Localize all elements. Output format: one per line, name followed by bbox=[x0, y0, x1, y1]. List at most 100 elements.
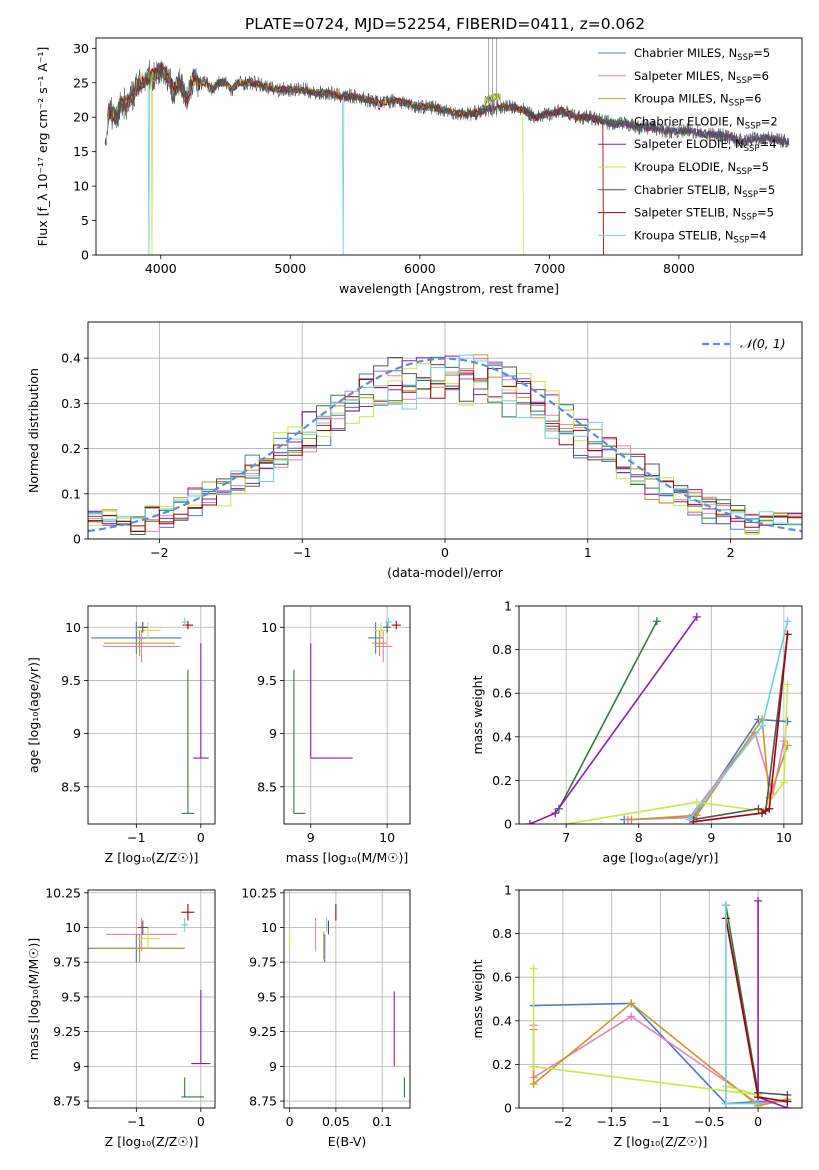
y-tick-label: 9 bbox=[73, 1059, 81, 1074]
weight-line-4 bbox=[529, 616, 698, 824]
x-tick-label: −1.5 bbox=[597, 1114, 627, 1129]
plot-area bbox=[88, 354, 802, 535]
histogram-5 bbox=[88, 363, 802, 535]
legend-nssp-eq: = bbox=[758, 183, 768, 197]
legend-name: Kroupa MILES bbox=[634, 92, 713, 106]
x-tick-label: 0.05 bbox=[322, 1114, 350, 1129]
weight-line-5 bbox=[566, 684, 789, 824]
panel-weight-vs-Z: −2 −1.5 −1 −0.5 0 0 0.2 0.4 0.6 0.8 1 Z [log₁₀(Z/Z☉… bbox=[470, 883, 803, 1149]
y-axis-label: mass weight bbox=[470, 675, 485, 754]
y-tick-label: 10 bbox=[261, 920, 277, 935]
y-tick-label: 20 bbox=[73, 110, 89, 125]
x-axis-label: mass [log₁₀(M/M☉)] bbox=[286, 850, 408, 865]
y-tick-label: 10 bbox=[65, 620, 81, 635]
y-tick-label: 10 bbox=[261, 620, 277, 635]
legend-name: Kroupa ELODIE bbox=[634, 160, 720, 174]
histogram-4 bbox=[88, 355, 802, 527]
y-tick-label: 0.6 bbox=[492, 970, 512, 985]
y-tick-label: 0.4 bbox=[492, 729, 512, 744]
weight-line-7 bbox=[693, 634, 789, 823]
x-tick-label: −1 bbox=[127, 830, 145, 845]
x-tick-label: 8000 bbox=[663, 261, 695, 276]
legend-nssp-label: , N bbox=[726, 183, 742, 197]
x-axis-label: wavelength [Angstrom, rest frame] bbox=[339, 281, 559, 296]
errorbar-point-3 bbox=[181, 1077, 205, 1098]
y-tick-label: 5 bbox=[81, 213, 89, 228]
legend-nssp-label: , N bbox=[720, 160, 736, 174]
weight-line-1 bbox=[627, 730, 785, 821]
legend-entry: Kroupa MILES, NSSP=6 bbox=[634, 92, 761, 109]
axes-frame bbox=[518, 889, 803, 1109]
y-tick-label: 9.25 bbox=[249, 1024, 277, 1039]
legend-nssp-value: 5 bbox=[768, 183, 775, 197]
weight-marker bbox=[692, 798, 701, 807]
x-tick-label: 0.1 bbox=[372, 1114, 392, 1129]
legend-nssp-value: 2 bbox=[770, 114, 777, 128]
errorbar-point-3 bbox=[181, 669, 195, 814]
legend-name: Kroupa STELIB bbox=[634, 228, 718, 242]
x-tick-label: 9 bbox=[307, 830, 315, 845]
y-tick-label: 0.1 bbox=[61, 486, 81, 501]
x-tick-label: 0 bbox=[441, 545, 449, 560]
x-axis-label: age [log₁₀(age/yr)] bbox=[603, 850, 719, 865]
errorbar-point-8 bbox=[181, 617, 188, 627]
errorbar-point-5 bbox=[135, 621, 161, 639]
errorbar-point-0 bbox=[91, 621, 182, 654]
weight-marker bbox=[529, 1062, 538, 1071]
legend-entry: Salpeter MILES, NSSP=6 bbox=[634, 69, 769, 86]
x-tick-label: 10 bbox=[776, 830, 792, 845]
weight-marker bbox=[779, 778, 788, 787]
legend-name: Salpeter STELIB bbox=[634, 206, 725, 220]
errorbar-point-7 bbox=[181, 903, 195, 921]
y-tick-label: 25 bbox=[73, 75, 89, 90]
errorbar-point-6 bbox=[383, 621, 391, 633]
y-tick-label: 9.5 bbox=[61, 989, 81, 1004]
errorbar-point-2 bbox=[104, 630, 176, 656]
y-axis-label: mass [log₁₀(M/M☉)] bbox=[26, 938, 41, 1060]
x-tick-label: 7000 bbox=[533, 261, 565, 276]
y-tick-label: 9 bbox=[73, 726, 81, 741]
y-tick-label: 9.75 bbox=[53, 955, 81, 970]
panel-residuals: −2 −1 0 1 2 0 0.1 0.2 0.3 0.4 (data-model)/error No… bbox=[26, 321, 803, 580]
axes-frame bbox=[87, 321, 803, 540]
y-tick-label: 0 bbox=[504, 1101, 512, 1116]
weight-marker bbox=[783, 1097, 792, 1106]
weight-marker bbox=[721, 901, 730, 910]
weight-marker bbox=[529, 964, 538, 973]
y-tick-label: 10 bbox=[73, 179, 89, 194]
legend-nssp-value: 4 bbox=[769, 137, 776, 151]
weight-marker bbox=[758, 809, 767, 818]
x-tick-label: 4000 bbox=[145, 261, 177, 276]
legend-normal: 𝒩(0, 1) bbox=[740, 336, 786, 351]
errorbar-point-5 bbox=[373, 621, 389, 639]
legend-nssp-label: , N bbox=[718, 228, 734, 242]
weight-marker bbox=[754, 804, 763, 813]
weight-marker bbox=[627, 999, 636, 1008]
x-axis-label: Z [log₁₀(Z/Z☉)] bbox=[614, 1134, 708, 1149]
axes-frame bbox=[87, 889, 216, 1109]
weight-marker bbox=[685, 815, 694, 824]
errorbar-point-8 bbox=[181, 917, 188, 932]
weight-marker bbox=[783, 680, 792, 689]
x-tick-label: 10 bbox=[379, 830, 395, 845]
legend-nssp-label: , N bbox=[729, 114, 745, 128]
y-tick-label: 9.25 bbox=[53, 1024, 81, 1039]
y-tick-label: 8.5 bbox=[257, 779, 277, 794]
weight-line-4 bbox=[757, 900, 788, 1108]
legend-nssp-label: , N bbox=[728, 137, 744, 151]
y-tick-label: 10.25 bbox=[45, 885, 81, 900]
legend-entry: Chabrier ELODIE, NSSP=2 bbox=[634, 114, 778, 131]
legend-nssp-eq: = bbox=[752, 69, 762, 83]
weight-line-5 bbox=[532, 968, 759, 1096]
x-tick-label: −0.5 bbox=[694, 1114, 724, 1129]
panel-spectrum: 4000 5000 6000 7000 8000051015202530waveleng… bbox=[35, 37, 803, 296]
y-tick-label: 9.5 bbox=[61, 673, 81, 688]
legend-nssp-value: 6 bbox=[754, 92, 761, 106]
legend-nssp-eq: = bbox=[757, 206, 767, 220]
legend-nssp-sub: SSP bbox=[736, 76, 752, 86]
y-tick-label: 9.5 bbox=[257, 673, 277, 688]
legend-entry: Kroupa ELODIE, NSSP=5 bbox=[634, 160, 769, 177]
y-axis-label: age [log₁₀(age/yr)] bbox=[26, 657, 41, 773]
y-tick-label: 0.2 bbox=[492, 1057, 512, 1072]
